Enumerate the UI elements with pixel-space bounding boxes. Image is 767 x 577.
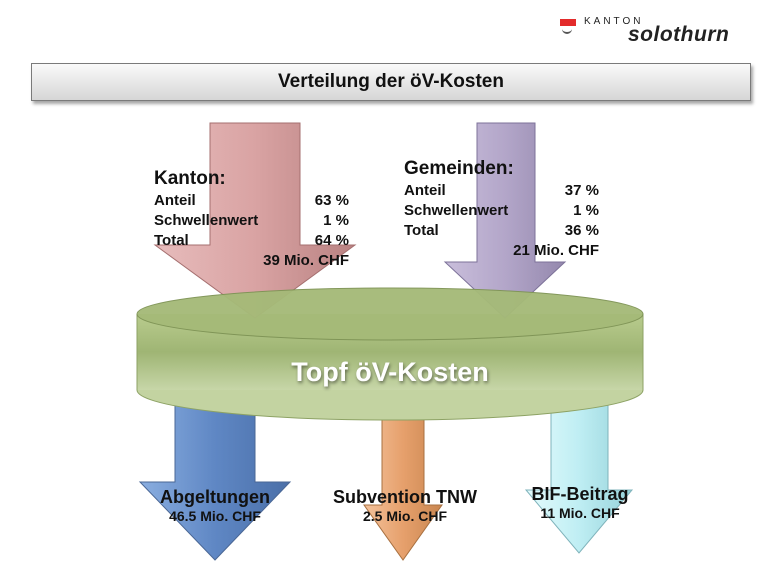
pot-label: Topf öV-Kosten: [291, 357, 489, 387]
flag-icon: [560, 19, 576, 26]
row-label: Anteil: [404, 182, 446, 199]
kanton-solothurn-logo: KANTON solothurn: [560, 14, 755, 46]
kanton-heading: Kanton:: [154, 168, 226, 189]
output-value: 11 Mio. CHF: [540, 505, 620, 521]
kanton-row-schwellenwert: Schwellenwert 1 %: [154, 211, 349, 231]
row-value: 1 %: [323, 212, 349, 229]
output-name: Subvention TNW: [333, 487, 477, 507]
kanton-amount: 39 Mio. CHF: [263, 252, 349, 269]
row-label: Schwellenwert: [404, 202, 509, 219]
kanton-row-anteil: Anteil 63 %: [154, 191, 349, 211]
row-value: 64 %: [314, 232, 349, 249]
gemeinden-share-block: Gemeinden: Anteil 37 % Schwellenwert 1 %…: [404, 158, 599, 261]
gemeinden-arrow: [443, 122, 567, 319]
row-value: 63 %: [314, 192, 349, 209]
row-label: Schwellenwert: [154, 212, 259, 229]
gemeinden-amount: 21 Mio. CHF: [513, 242, 599, 259]
output-name: BIF-Beitrag: [531, 484, 629, 504]
output-value: 46.5 Mio. CHF: [169, 508, 261, 524]
output-subvention-tnw: Subvention TNW 2.5 Mio. CHF: [310, 487, 500, 524]
row-label: Total: [404, 222, 439, 239]
kanton-row-total: Total 64 %: [154, 231, 349, 251]
row-value: 37 %: [564, 182, 599, 199]
output-name: Abgeltungen: [160, 487, 270, 507]
bif-beitrag-arrow: [524, 399, 634, 554]
subvention-tnw-arrow: [363, 414, 443, 561]
output-value: 2.5 Mio. CHF: [362, 508, 447, 524]
logo-solothurn-text: solothurn: [628, 23, 730, 46]
logo-kanton-text: KANTON: [584, 16, 644, 27]
swoosh-icon: [562, 26, 572, 34]
gemeinden-row-total: Total 36 %: [404, 221, 599, 241]
gemeinden-row-schwellenwert: Schwellenwert 1 %: [404, 201, 599, 221]
pot-top: [136, 287, 644, 341]
output-abgeltungen: Abgeltungen 46.5 Mio. CHF: [120, 487, 310, 524]
kanton-share-block: Kanton: Anteil 63 % Schwellenwert 1 % To…: [154, 168, 349, 271]
output-bif-beitrag: BIF-Beitrag 11 Mio. CHF: [485, 484, 675, 521]
kanton-arrow: [153, 122, 357, 319]
abgeltungen-arrow: [138, 394, 292, 561]
row-label: Anteil: [154, 192, 196, 209]
slide-title: Verteilung der öV-Kosten: [31, 63, 751, 101]
gemeinden-heading: Gemeinden:: [404, 158, 514, 179]
gemeinden-row-anteil: Anteil 37 %: [404, 181, 599, 201]
row-label: Total: [154, 232, 189, 249]
row-value: 36 %: [564, 222, 599, 239]
row-value: 1 %: [573, 202, 599, 219]
